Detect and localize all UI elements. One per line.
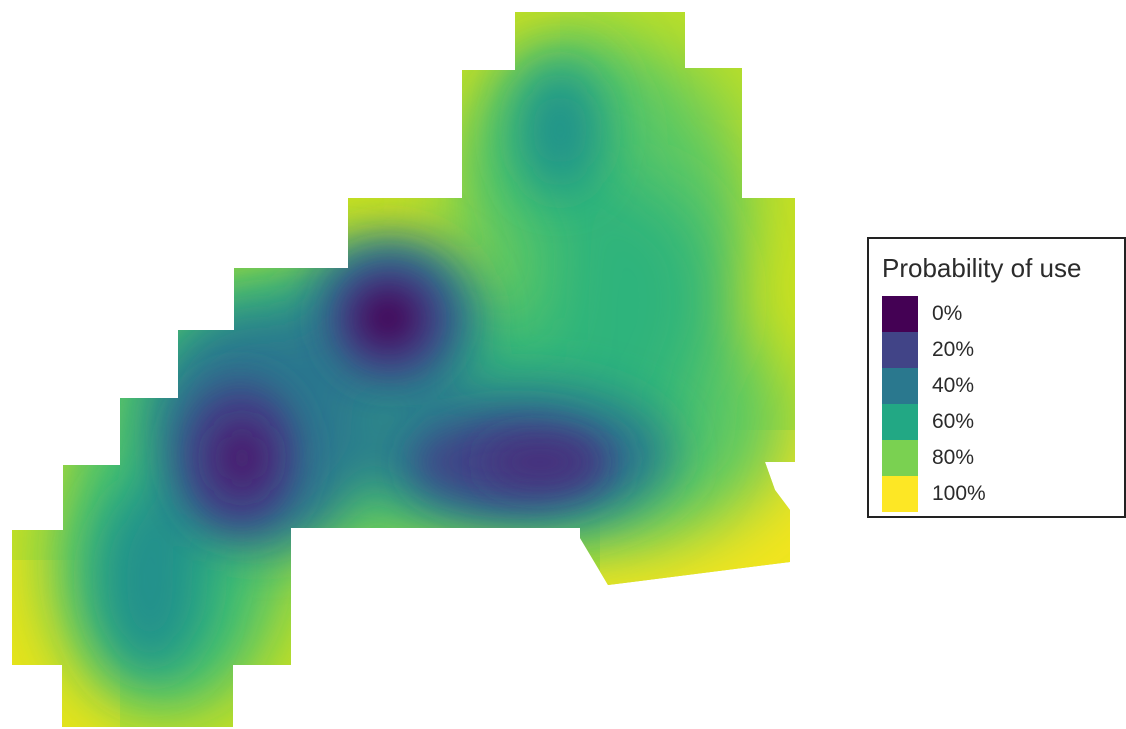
map-legend: Probability of use 0% 20% 40% 60% 80% 100% (867, 237, 1126, 518)
legend-swatch (882, 476, 918, 512)
heatmap-canvas (12, 12, 795, 727)
legend-swatch (882, 440, 918, 476)
probability-of-use-map (12, 12, 795, 727)
legend-item: 100% (882, 476, 1112, 512)
study-area (12, 12, 795, 727)
legend-item: 0% (882, 296, 1112, 332)
legend-swatch (882, 332, 918, 368)
legend-title: Probability of use (882, 253, 1082, 283)
legend-swatch (882, 368, 918, 404)
legend-label: 60% (932, 410, 975, 433)
legend-item: 20% (882, 332, 1112, 368)
legend-item: 40% (882, 368, 1112, 404)
band-0 (214, 290, 595, 494)
legend-label: 0% (932, 302, 963, 325)
legend-label: 80% (932, 446, 975, 469)
legend-label: 40% (932, 374, 975, 397)
legend-swatch (882, 404, 918, 440)
legend-item: 60% (882, 404, 1112, 440)
legend-item: 80% (882, 440, 1112, 476)
legend-swatch (882, 296, 918, 332)
legend-label: 100% (932, 482, 986, 505)
legend-label: 20% (932, 338, 975, 361)
